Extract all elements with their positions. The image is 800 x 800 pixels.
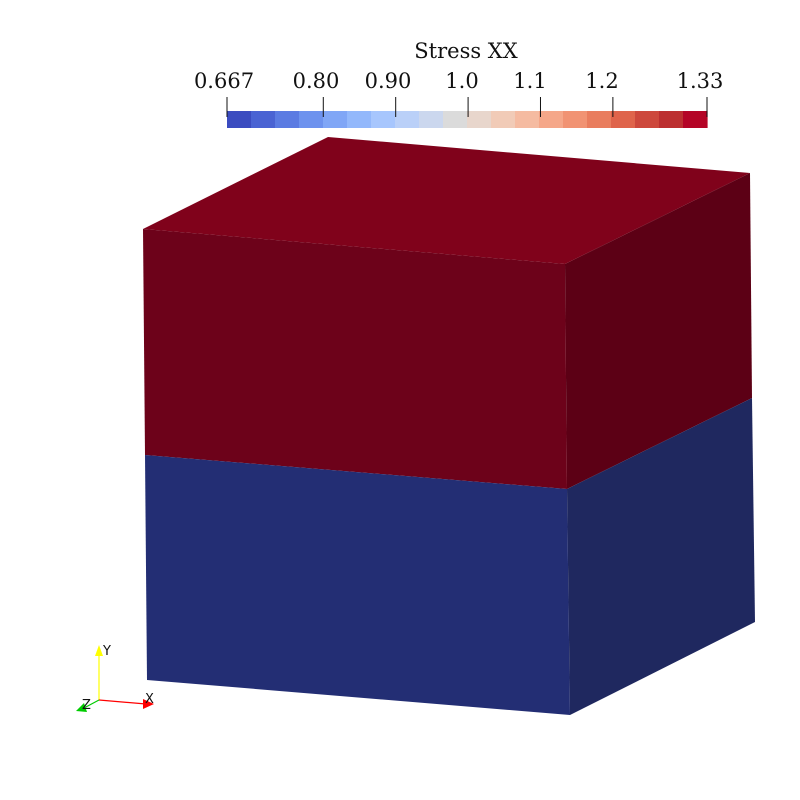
y-axis-arrowhead: [95, 645, 103, 656]
color-swatch-12: [515, 111, 540, 128]
tick-label-1: 0.80: [293, 69, 340, 93]
z-axis-arrowhead: [76, 703, 87, 712]
color-swatch-1: [251, 111, 276, 128]
color-swatch-6: [371, 111, 396, 128]
color-swatch-10: [467, 111, 492, 128]
tick-label-0: 0.667: [194, 69, 254, 93]
z-axis-label: Z: [82, 698, 91, 713]
lower-block-side-face: [567, 398, 755, 715]
z-axis-line: [83, 699, 100, 709]
scalar-bar-color-swatches: [227, 111, 708, 128]
tick-label-5: 1.2: [585, 69, 618, 93]
color-swatch-4: [323, 111, 348, 128]
color-swatch-8: [419, 111, 444, 128]
scalar-bar-tick-labels: 0.667 0.80 0.90 1.0 1.1 1.2 1.33: [194, 69, 723, 93]
scalar-bar: Stress XX 0.667 0.80 0.90 1.0 1.1 1.2 1.…: [194, 39, 723, 128]
color-swatch-15: [587, 111, 612, 128]
upper-block-side-face: [565, 173, 752, 489]
cube-model[interactable]: [143, 137, 755, 715]
color-swatch-7: [395, 111, 420, 128]
tick-label-6: 1.33: [677, 69, 724, 93]
color-swatch-14: [563, 111, 588, 128]
orientation-axes: Y X Z: [76, 644, 154, 713]
scalar-bar-title: Stress XX: [414, 39, 517, 63]
color-swatch-18: [659, 111, 684, 128]
color-swatch-16: [611, 111, 636, 128]
color-swatch-19: [683, 111, 708, 128]
scalar-bar-tick-marks: [226, 97, 708, 117]
x-axis-line: [98, 699, 147, 705]
upper-block-front-face: [143, 229, 567, 489]
lower-block-front-face: [145, 455, 570, 715]
color-swatch-11: [491, 111, 516, 128]
tick-label-2: 0.90: [365, 69, 412, 93]
tick-label-4: 1.1: [513, 69, 546, 93]
tick-label-3: 1.0: [445, 69, 478, 93]
x-axis-label: X: [145, 692, 154, 707]
x-axis-arrowhead: [143, 699, 154, 709]
color-swatch-2: [275, 111, 300, 128]
color-swatch-5: [347, 111, 372, 128]
color-swatch-13: [539, 111, 564, 128]
color-swatch-9: [443, 111, 468, 128]
color-swatch-3: [299, 111, 324, 128]
upper-block-top-face: [143, 137, 750, 264]
color-swatch-17: [635, 111, 660, 128]
y-axis-label: Y: [102, 644, 111, 659]
color-swatch-0: [227, 111, 252, 128]
